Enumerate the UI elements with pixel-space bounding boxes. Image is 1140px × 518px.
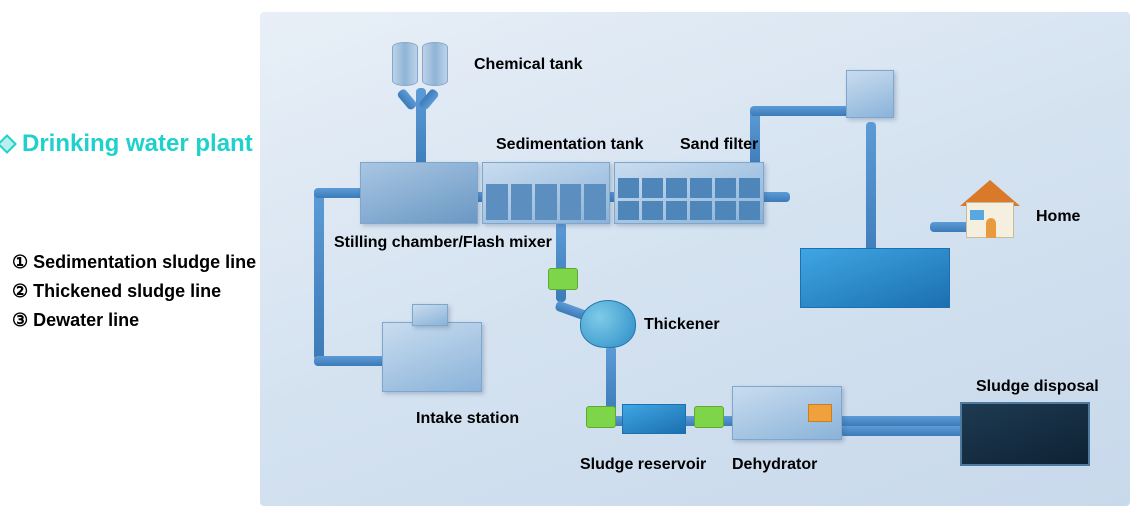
label-sludge-disposal: Sludge disposal [976,378,1099,396]
node-sludge-reservoir [622,404,686,434]
node-chemical-tank-1 [392,42,418,86]
label-chemical-tank: Chemical tank [474,56,582,74]
node-pump-2 [586,406,616,428]
dehydrator-panel [808,404,832,422]
legend: ① Sedimentation sludge line ② Thickened … [12,248,256,334]
node-intake-station [382,322,482,392]
node-home [960,180,1020,240]
title-bullet-icon [0,134,17,154]
label-sand-filter: Sand filter [680,136,758,154]
sand-filter-windows [618,178,760,220]
page-title: Drinking water plant [22,130,253,158]
node-pump-3 [694,406,724,428]
node-stilling-chamber [360,162,478,224]
label-intake: Intake station [416,410,519,428]
label-sedimentation-tank: Sedimentation tank [496,136,644,154]
pipe-to-pit [840,426,980,436]
pipe-intake-up [314,190,324,360]
node-chemical-tank-2 [422,42,448,86]
label-thickener: Thickener [644,316,720,334]
page-title-row: Drinking water plant [0,130,253,158]
pipe-chem-branch-1 [396,88,418,111]
label-dehydrator: Dehydrator [732,456,817,474]
label-home: Home [1036,208,1080,226]
legend-item-1: ① Sedimentation sludge line [12,248,256,277]
label-sludge-reservoir: Sludge reservoir [580,456,706,474]
node-pump-1 [548,268,578,290]
sedimentation-windows [486,184,606,220]
legend-item-3: ③ Dewater line [12,306,256,335]
diagram-canvas: Chemical tank Sedimentation tank Sand fi… [260,12,1130,506]
label-stilling: Stilling chamber/Flash mixer [334,234,552,252]
node-thickener [580,300,636,348]
node-intake-tower [412,304,448,326]
pipe-sed-down [556,222,566,302]
node-sludge-disposal [960,402,1090,466]
legend-item-2: ② Thickened sludge line [12,277,256,306]
home-door-icon [986,218,996,238]
node-clearwell [846,70,894,118]
home-window-icon [970,210,984,220]
node-reservoir [800,248,950,308]
